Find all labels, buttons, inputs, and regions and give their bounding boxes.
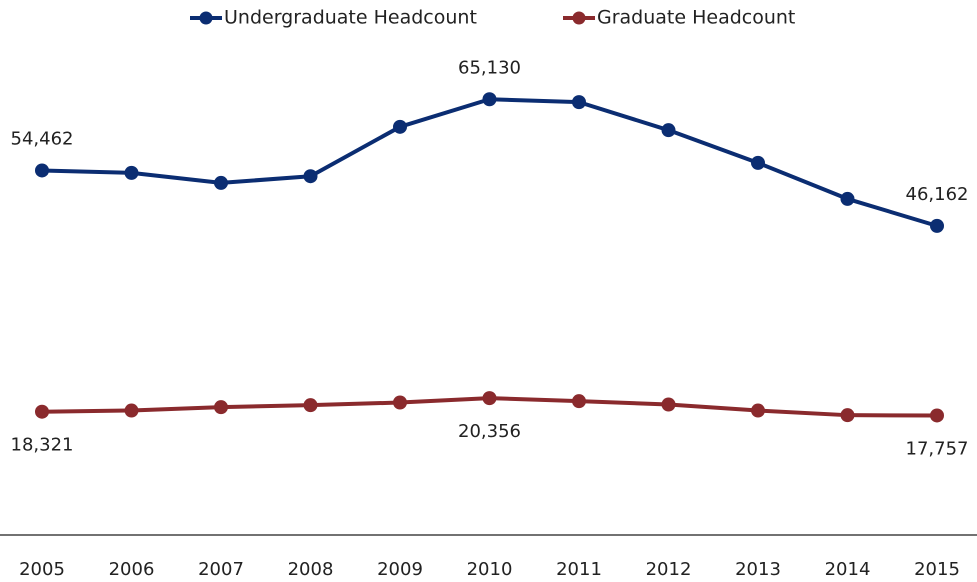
data-label: 65,130 <box>458 57 521 78</box>
legend-marker <box>199 11 213 25</box>
data-point <box>214 175 228 190</box>
data-point <box>572 95 586 110</box>
data-point <box>482 92 497 107</box>
data-point <box>35 404 49 419</box>
x-tick-label: 2005 <box>19 559 65 580</box>
data-point <box>840 191 855 206</box>
data-point <box>751 155 765 170</box>
data-point <box>572 394 586 409</box>
series-line <box>41 97 938 228</box>
data-label: 20,356 <box>458 421 521 442</box>
data-point <box>124 403 139 418</box>
data-point <box>661 397 676 412</box>
data-point <box>303 169 318 184</box>
data-point <box>482 391 497 406</box>
data-point <box>35 163 49 178</box>
x-tick-label: 2009 <box>377 559 423 580</box>
x-tick-label: 2014 <box>825 559 871 580</box>
x-tick-label: 2013 <box>735 559 781 580</box>
x-tick-label: 2011 <box>556 559 602 580</box>
data-point <box>930 218 944 233</box>
legend-marker <box>572 11 586 25</box>
data-point <box>751 403 765 418</box>
x-tick-label: 2006 <box>109 559 155 580</box>
x-tick-label: 2015 <box>914 559 960 580</box>
data-point <box>124 165 139 180</box>
x-tick-label: 2012 <box>646 559 692 580</box>
legend-label: Graduate Headcount <box>597 7 795 29</box>
x-tick-label: 2008 <box>288 559 334 580</box>
data-label: 17,757 <box>906 438 969 459</box>
data-point <box>393 395 407 410</box>
data-point <box>393 119 407 134</box>
data-label: 46,162 <box>906 184 969 205</box>
data-point <box>930 408 944 423</box>
data-label: 18,321 <box>11 435 74 456</box>
data-point <box>661 123 676 138</box>
x-tick-label: 2007 <box>198 559 244 580</box>
data-point <box>303 398 318 413</box>
x-tick-label: 2010 <box>467 559 513 580</box>
data-label: 54,462 <box>11 128 74 149</box>
data-point <box>840 408 855 423</box>
data-point <box>214 400 228 415</box>
legend-label: Undergraduate Headcount <box>224 7 477 29</box>
